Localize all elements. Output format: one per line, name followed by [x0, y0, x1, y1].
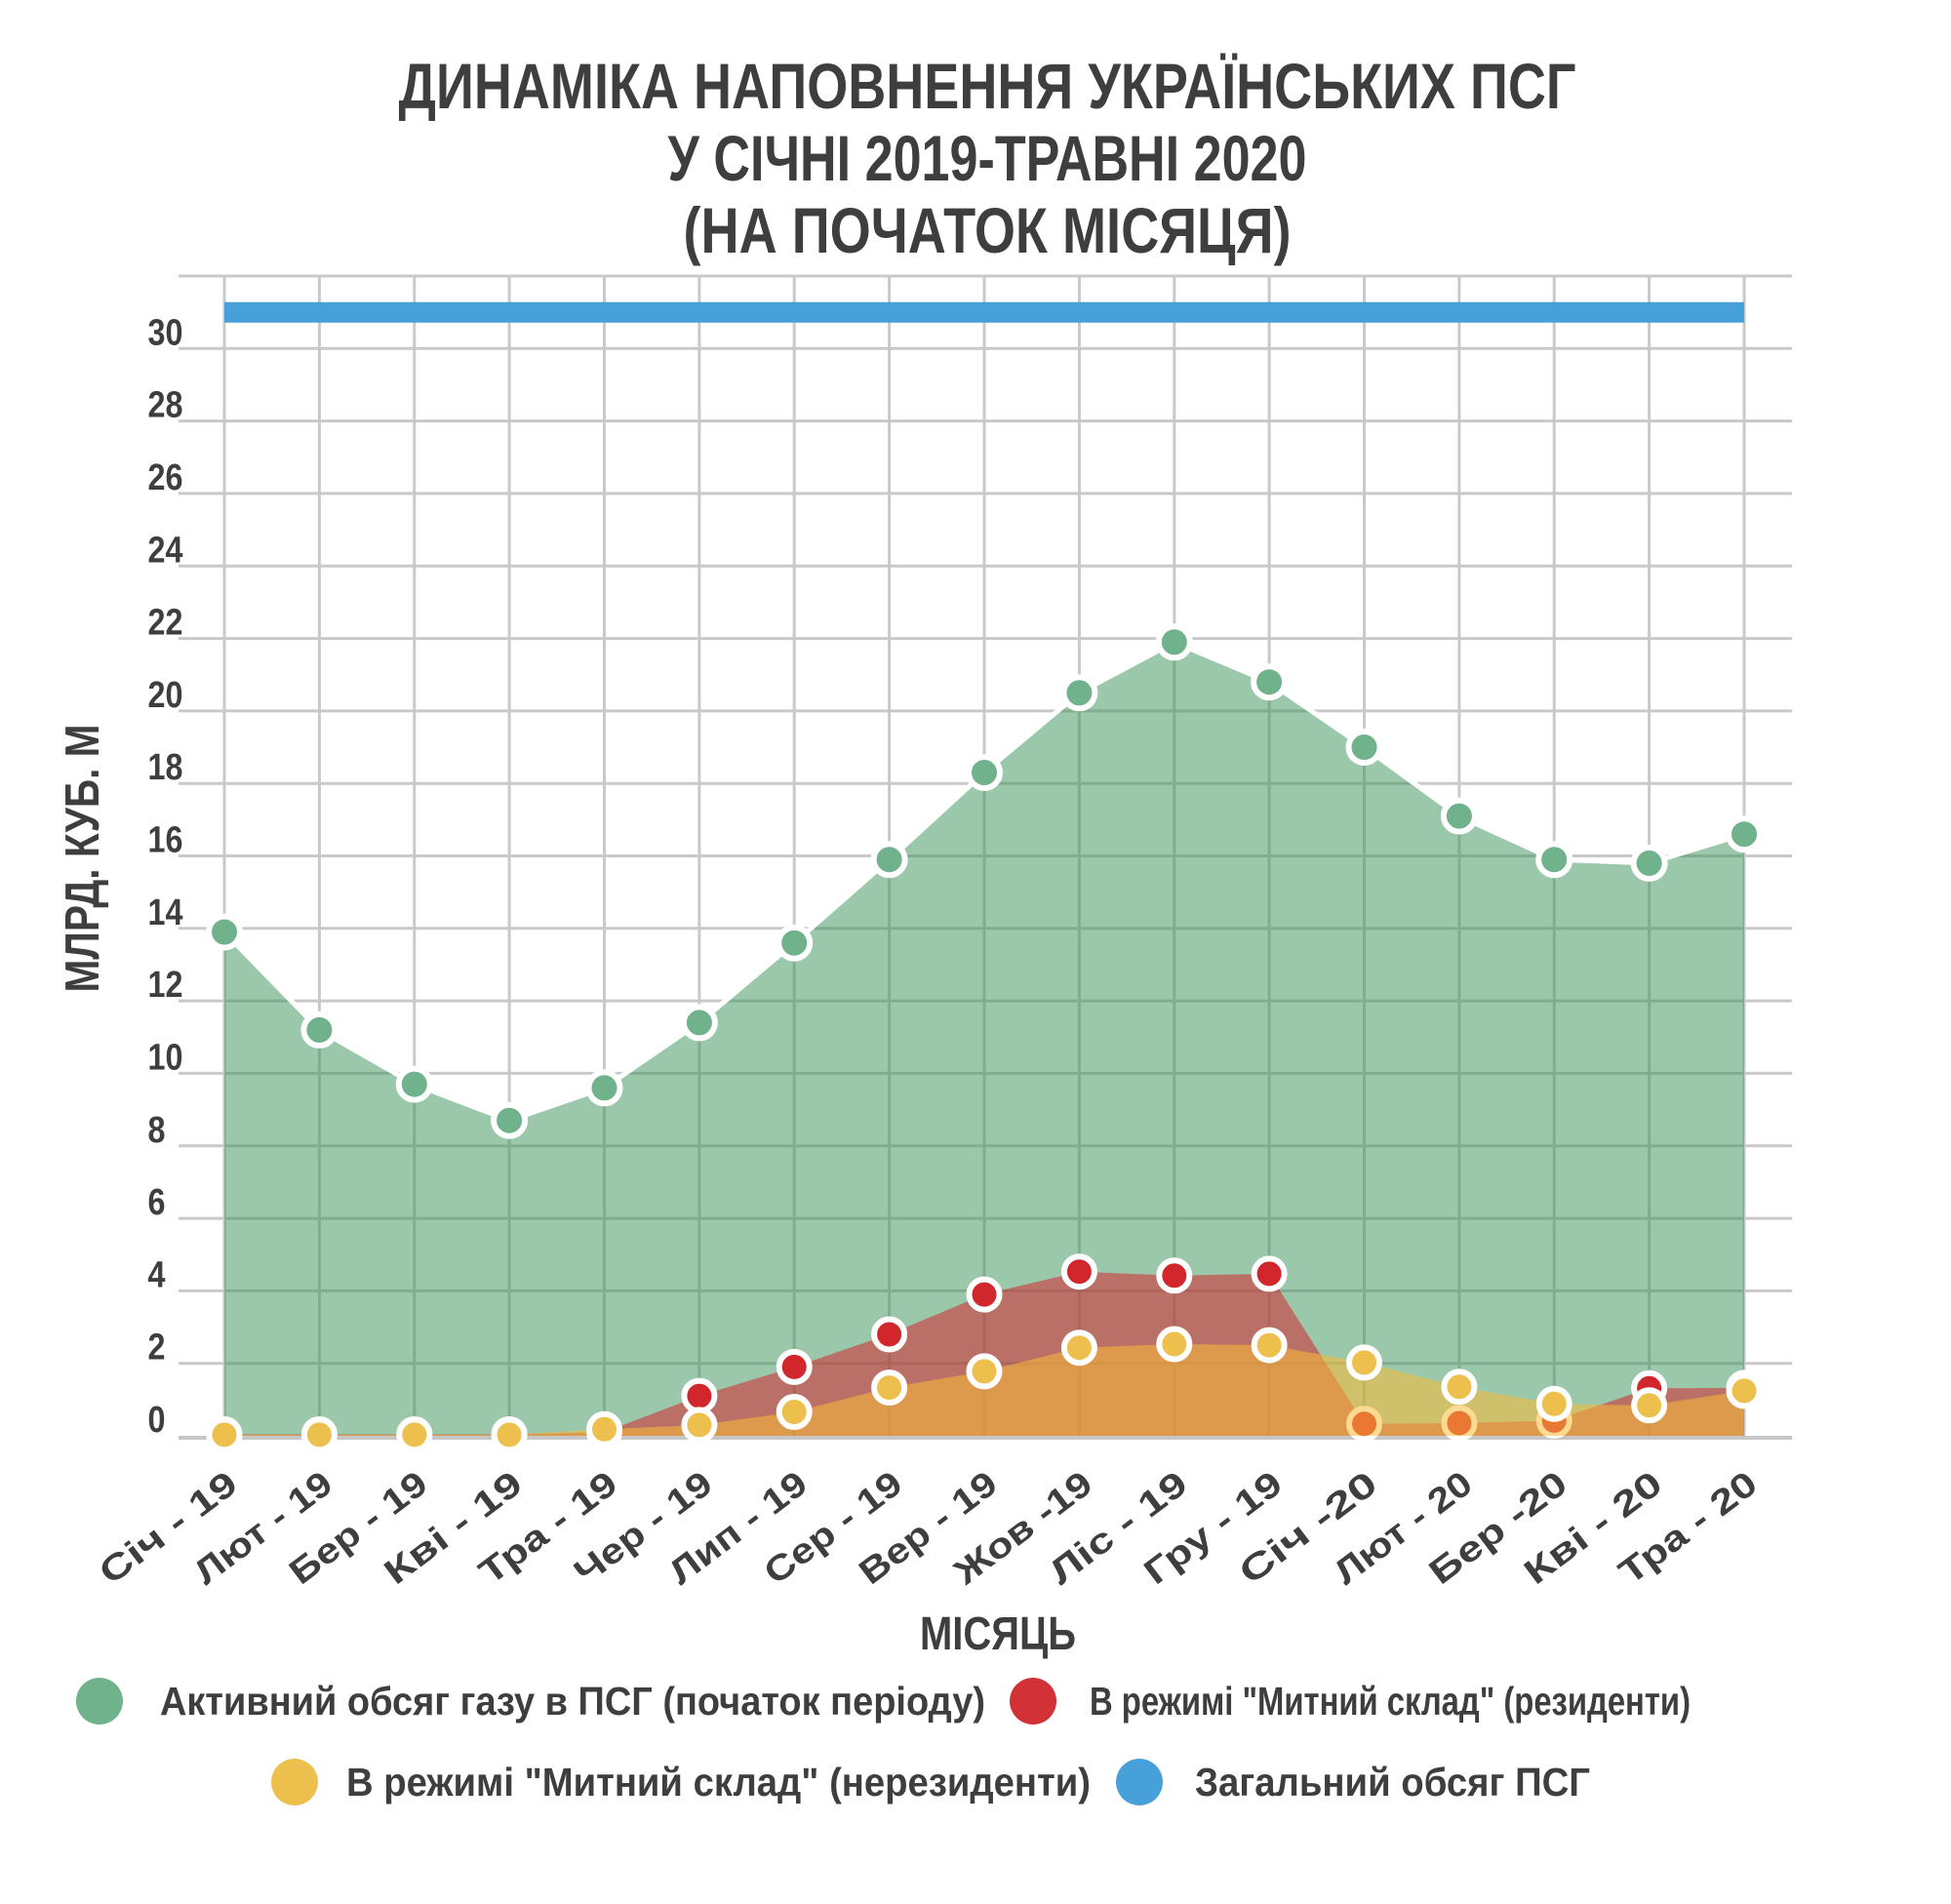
svg-text:20: 20 [148, 675, 183, 716]
svg-text:8: 8 [148, 1110, 166, 1151]
svg-text:МІСЯЦЬ: МІСЯЦЬ [920, 1608, 1076, 1660]
svg-text:В режимі "Митний склад" (нерез: В режимі "Митний склад" (нерезиденти) [346, 1760, 1091, 1805]
svg-text:18: 18 [148, 747, 183, 788]
svg-text:28: 28 [148, 385, 183, 426]
svg-text:2: 2 [148, 1328, 166, 1368]
svg-text:МЛРД. КУБ. М: МЛРД. КУБ. М [57, 725, 109, 993]
svg-text:10: 10 [148, 1037, 183, 1078]
svg-text:22: 22 [148, 603, 183, 644]
svg-text:16: 16 [148, 820, 183, 861]
svg-text:12: 12 [148, 965, 183, 1006]
svg-text:24: 24 [148, 530, 183, 571]
svg-text:Загальний обсяг ПСГ: Загальний обсяг ПСГ [1195, 1760, 1590, 1805]
svg-text:(НА ПОЧАТОК МІСЯЦЯ): (НА ПОЧАТОК МІСЯЦЯ) [684, 194, 1292, 266]
svg-text:0: 0 [148, 1400, 166, 1441]
svg-text:ДИНАМІКА НАПОВНЕННЯ УКРАЇНСЬКИ: ДИНАМІКА НАПОВНЕННЯ УКРАЇНСЬКИХ ПСГ [399, 50, 1576, 122]
svg-text:Активний обсяг газу в ПСГ (поч: Активний обсяг газу в ПСГ (початок періо… [160, 1679, 985, 1724]
svg-text:26: 26 [148, 457, 183, 498]
svg-text:6: 6 [148, 1182, 166, 1223]
svg-text:В режимі "Митний склад" (резид: В режимі "Митний склад" (резиденти) [1090, 1679, 1691, 1724]
svg-text:30: 30 [148, 312, 183, 353]
svg-text:14: 14 [148, 892, 183, 933]
svg-text:У СІЧНІ 2019-ТРАВНІ 2020: У СІЧНІ 2019-ТРАВНІ 2020 [668, 122, 1307, 194]
svg-text:4: 4 [148, 1254, 166, 1295]
